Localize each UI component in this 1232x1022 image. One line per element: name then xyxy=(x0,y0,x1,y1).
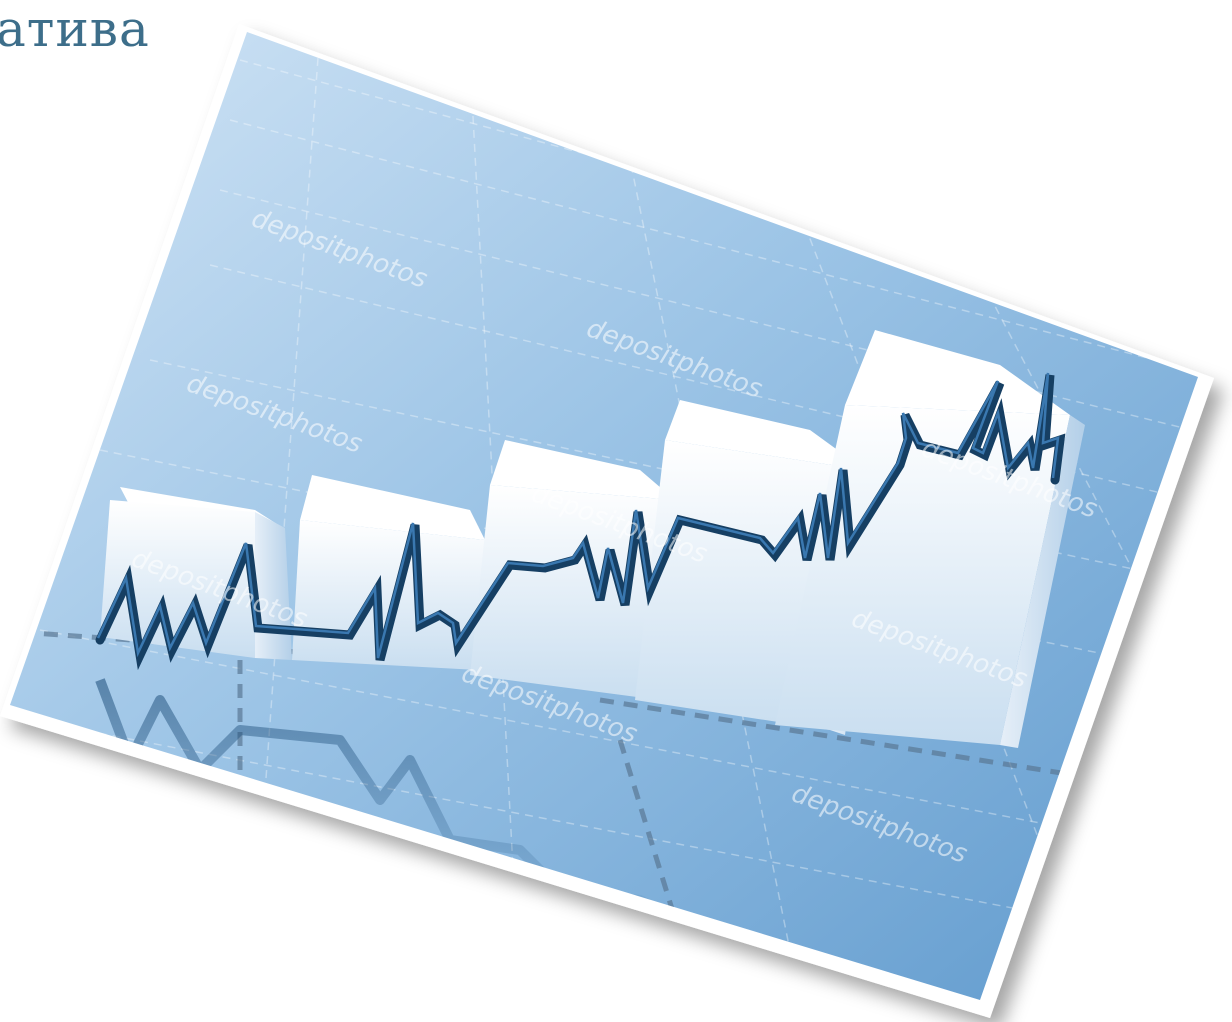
slide-title: атива xyxy=(0,0,150,58)
line-graph-highlight xyxy=(96,372,1060,659)
